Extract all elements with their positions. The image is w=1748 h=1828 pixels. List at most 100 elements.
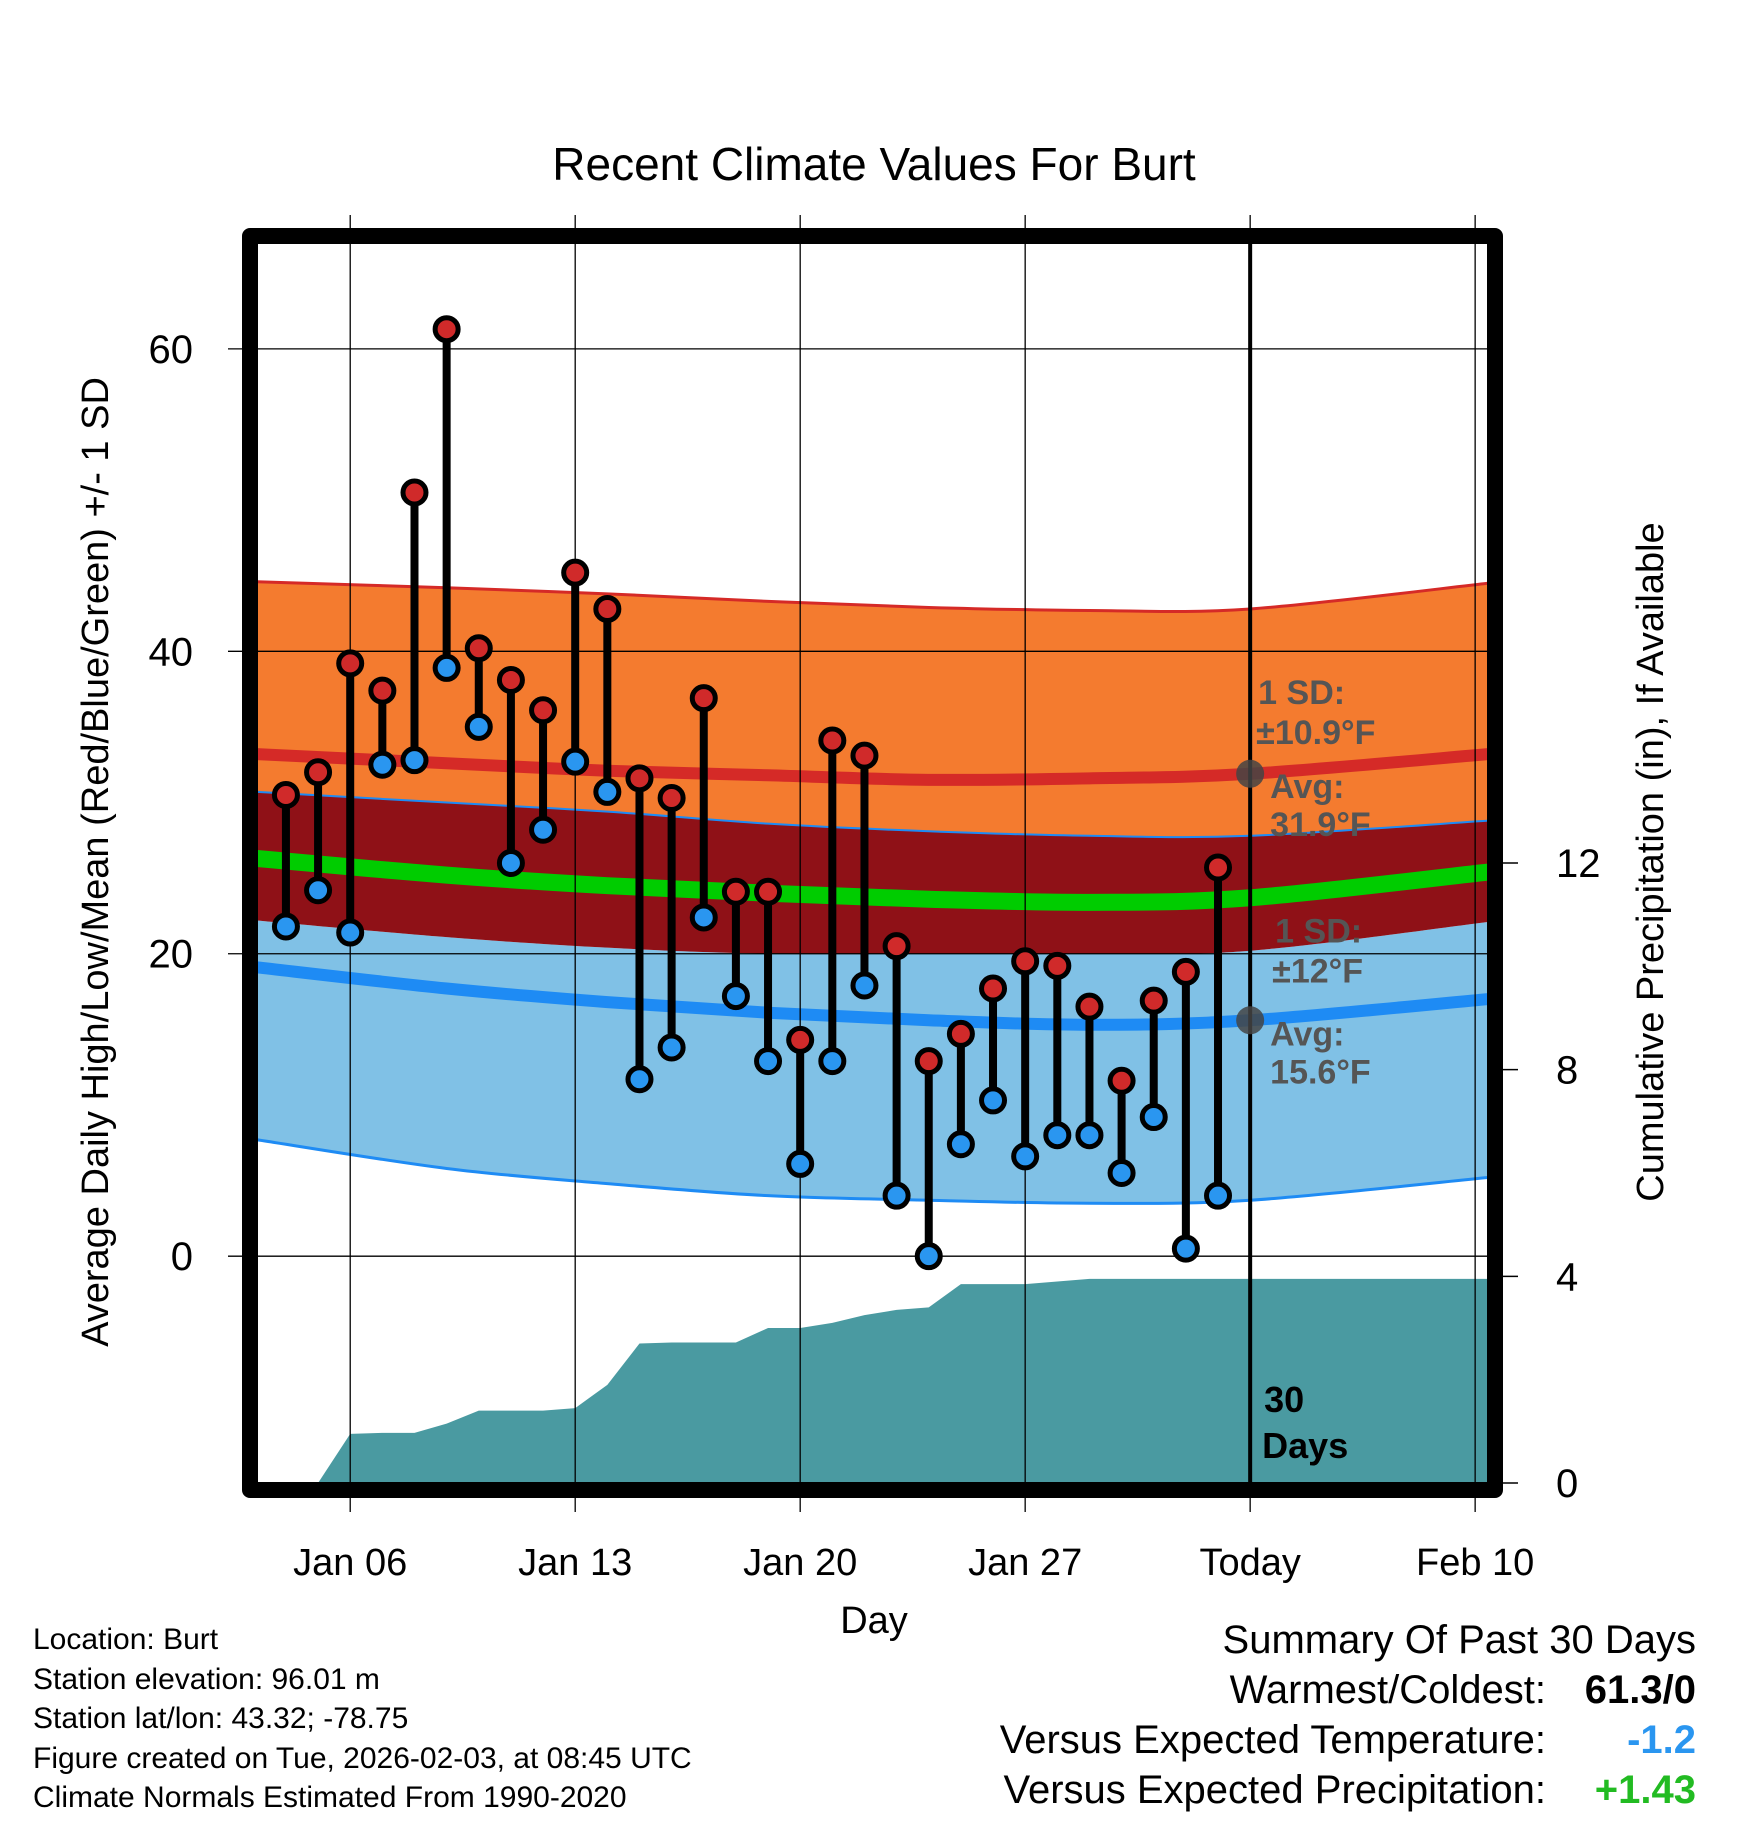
high-avg-label: Avg: <box>1270 768 1344 806</box>
y2-tick-label: 0 <box>1556 1462 1578 1506</box>
low-point <box>1139 1103 1168 1132</box>
high-point <box>1171 957 1200 986</box>
today-low-normal-marker <box>1236 1006 1265 1035</box>
low-point <box>496 849 525 877</box>
low-point <box>721 982 750 1011</box>
days-count: 30 <box>1264 1379 1304 1420</box>
high-point <box>850 741 879 770</box>
high-point <box>271 780 300 809</box>
high-point <box>400 478 429 507</box>
low-point <box>432 653 461 682</box>
high-point <box>979 974 1008 1003</box>
high-point <box>1043 951 1072 980</box>
low-point <box>882 1181 911 1210</box>
y-tick-label: 40 <box>149 630 194 674</box>
summary-warm-cold: Warmest/Coldest: 61.3/0 <box>1000 1665 1696 1715</box>
low-point <box>271 912 300 941</box>
low-point <box>914 1242 943 1271</box>
x-tick-label: Jan 27 <box>968 1542 1082 1584</box>
y-tick-label: 60 <box>149 328 194 372</box>
low-sd-band <box>257 920 1488 1204</box>
low-point <box>946 1130 975 1159</box>
high-point <box>818 726 847 755</box>
warm-cold-value: 61.3/0 <box>1584 1668 1696 1712</box>
low-point <box>400 746 429 775</box>
temp-value: -1.2 <box>1627 1718 1696 1762</box>
low-point <box>593 777 622 806</box>
location-text: Location: Burt <box>33 1623 219 1656</box>
x-tick-label: Feb 10 <box>1416 1542 1534 1584</box>
elevation-text: Station elevation: 96.01 m <box>33 1662 380 1696</box>
y-tick-label: 20 <box>149 933 194 977</box>
high-point <box>721 877 750 906</box>
low-sd-value: ±12°F <box>1272 952 1363 990</box>
low-avg-label: Avg: <box>1270 1015 1344 1053</box>
high-point <box>1011 947 1040 976</box>
high-point <box>689 684 718 713</box>
high-point <box>304 758 333 787</box>
high-point <box>754 877 783 906</box>
low-point <box>1043 1121 1072 1150</box>
high-avg-value: 31.9°F <box>1270 806 1371 844</box>
x-tick-label: Jan 20 <box>743 1542 857 1584</box>
high-point <box>657 783 686 812</box>
low-point <box>1204 1181 1233 1210</box>
warm-cold-label: Warmest/Coldest: <box>1229 1668 1546 1712</box>
high-point <box>1204 853 1233 882</box>
high-point <box>786 1025 815 1054</box>
low-point <box>368 750 397 779</box>
summary-panel: Summary Of Past 30 Days Warmest/Coldest:… <box>1000 1615 1696 1815</box>
latlon-text: Station lat/lon: 43.32; -78.75 <box>33 1702 409 1735</box>
y2-tick-label: 4 <box>1556 1255 1578 1299</box>
summary-temp: Versus Expected Temperature: -1.2 <box>1000 1715 1696 1765</box>
low-point <box>689 903 718 932</box>
low-avg-value: 15.6°F <box>1270 1053 1371 1091</box>
high-point <box>496 666 525 695</box>
low-point <box>529 815 558 844</box>
x-axis-label: Day <box>840 1600 908 1642</box>
y-axis-label: Average Daily High/Low/Mean (Red/Blue/Gr… <box>75 377 117 1347</box>
low-point <box>561 747 590 776</box>
high-point <box>593 594 622 623</box>
daily-values <box>271 315 1233 1271</box>
low-point <box>1075 1121 1104 1150</box>
temp-label: Versus Expected Temperature: <box>999 1718 1546 1762</box>
low-point <box>336 918 365 947</box>
high-point <box>1075 992 1104 1021</box>
high-sd-label: 1 SD: <box>1258 674 1345 712</box>
low-point <box>657 1033 686 1062</box>
precip-label: Versus Expected Precipitation: <box>1003 1768 1546 1812</box>
x-tick-label: Jan 06 <box>293 1542 407 1584</box>
summary-precip: Versus Expected Precipitation: +1.43 <box>1000 1765 1696 1815</box>
high-point <box>1107 1066 1136 1095</box>
station-info: Location: Burt Station elevation: 96.01 … <box>33 1620 692 1818</box>
plot-layers <box>257 580 1488 1483</box>
y2-tick-label: 12 <box>1556 842 1601 886</box>
high-point <box>368 676 397 705</box>
low-point <box>625 1065 654 1094</box>
low-point <box>1107 1159 1136 1187</box>
low-point <box>304 876 333 905</box>
high-point <box>529 696 558 725</box>
plot-area <box>257 580 1488 1483</box>
low-point <box>1171 1234 1200 1263</box>
created-text: Figure created on Tue, 2026-02-03, at 08… <box>33 1741 692 1775</box>
high-point <box>882 932 911 961</box>
high-point <box>561 558 590 587</box>
low-sd-label: 1 SD: <box>1275 912 1362 950</box>
high-point <box>625 764 654 793</box>
high-point <box>464 634 493 663</box>
high-sd-value: ±10.9°F <box>1256 714 1375 752</box>
x-tick-label: Today <box>1199 1542 1300 1584</box>
x-tick-label: Jan 13 <box>518 1542 632 1584</box>
high-point <box>946 1019 975 1048</box>
low-point <box>1011 1142 1040 1171</box>
days-word: Days <box>1262 1425 1348 1466</box>
precip-area <box>257 1278 1488 1483</box>
y2-axis-label: Cumulative Precipitation (in), If Availa… <box>1630 522 1672 1201</box>
chart-title: Recent Climate Values For Burt <box>552 138 1196 190</box>
y-tick-label: 0 <box>171 1235 193 1279</box>
high-point <box>336 649 365 678</box>
